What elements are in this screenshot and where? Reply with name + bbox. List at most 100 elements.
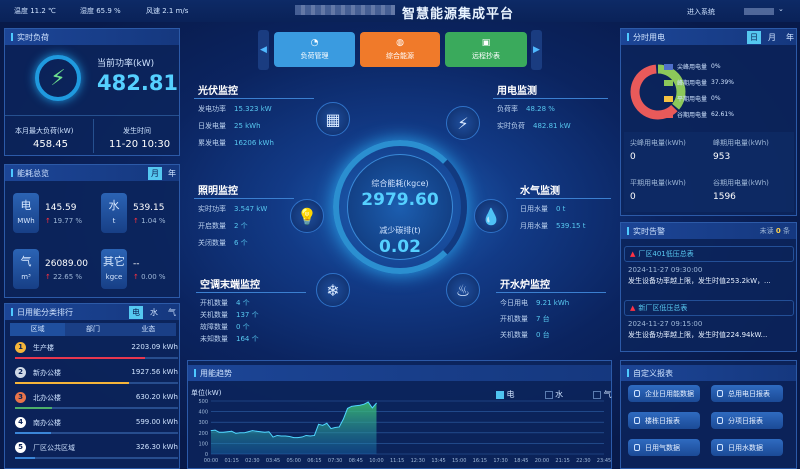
- tab-business[interactable]: 业态: [141, 325, 156, 333]
- ranking-item[interactable]: 3 北办公楼 630.20 kWh: [13, 392, 178, 418]
- y-tick-label: 500: [198, 399, 208, 405]
- ranking-bar: [15, 432, 178, 434]
- nav-prev-button[interactable]: ◀: [258, 30, 269, 70]
- report-button[interactable]: 总用电日报表: [711, 385, 783, 402]
- ranking-item[interactable]: 5 厂区公共区域 326.30 kWh: [13, 442, 178, 468]
- total-energy-label: 综合能耗(kgce): [371, 179, 429, 188]
- x-tick-label: 12:30: [411, 458, 425, 464]
- data-point: [210, 430, 212, 432]
- ranking-bar: [15, 357, 178, 359]
- data-point: [301, 436, 303, 438]
- toggle-gas[interactable]: 气: [168, 308, 176, 317]
- report-button[interactable]: 日用水数据: [711, 439, 783, 456]
- alarm-item[interactable]: ▲ 厂区401低压总表 2024-11-27 09:30:00 发生设备功率越上限，…: [624, 246, 794, 286]
- divider: [516, 198, 611, 199]
- chevron-down-icon[interactable]: ⌄: [778, 5, 784, 13]
- ranking-panel: 日用能分类排行 电 水 气 区域 部门 业态 1 生产楼 2203.09 kWh 2 新…: [4, 303, 180, 469]
- toggle-electricity[interactable]: 电: [129, 306, 143, 319]
- panel-title: 实时负荷: [17, 32, 49, 42]
- ranking-bar: [15, 457, 178, 459]
- ranking-name: 新办公楼: [33, 369, 61, 377]
- x-tick-label: 16:15: [473, 458, 487, 464]
- tab-area[interactable]: 区域: [10, 323, 66, 336]
- tab-department[interactable]: 部门: [85, 325, 100, 333]
- user-menu[interactable]: [744, 8, 774, 15]
- ranking-item[interactable]: 1 生产楼 2203.09 kWh: [13, 342, 178, 368]
- power-row: 负荷率 48.28 %: [497, 105, 555, 113]
- wind-speed: 风速 2.1 m/s: [146, 7, 189, 15]
- legend-electricity[interactable]: 电: [496, 389, 515, 400]
- panel-title: 用能趋势: [200, 368, 232, 378]
- toggle-year[interactable]: 年: [786, 33, 794, 42]
- ranking-value: 1927.56 kWh: [131, 368, 178, 376]
- data-point: [256, 430, 257, 432]
- stat-valley: 谷期用电量(kWh) 1596: [713, 179, 769, 202]
- ranking-item[interactable]: 2 新办公楼 1927.56 kWh: [13, 367, 178, 393]
- power-monitor-title: 用电监测: [497, 86, 537, 97]
- power-label: 当前功率(kW): [97, 59, 155, 69]
- legend-item: 谷期用电量 62.61%: [664, 110, 734, 119]
- toggle-year[interactable]: 年: [168, 169, 176, 178]
- unread-count: 未读 0 条: [759, 227, 790, 235]
- realtime-load-panel: 实时负荷 ⚡ 当前功率(kW) 482.81 本月最大负荷(kW) 458.45…: [4, 28, 180, 156]
- x-tick-label: 10:00: [369, 458, 383, 464]
- toggle-month[interactable]: 月: [768, 33, 776, 42]
- y-tick-label: 200: [198, 431, 208, 437]
- data-point: [322, 424, 324, 426]
- legend-water[interactable]: 水: [544, 389, 563, 400]
- legend-item: 峰期用电量 37.39%: [664, 78, 734, 87]
- divider: [496, 292, 606, 293]
- trend-legend: 电 水 气: [496, 389, 612, 400]
- data-point: [285, 435, 286, 437]
- y-tick-label: 400: [198, 410, 208, 416]
- stat-peak: 峰期用电量(kWh) 953: [713, 139, 769, 162]
- data-point: [334, 427, 336, 428]
- document-icon: [634, 444, 640, 451]
- blurred-logo: [295, 5, 395, 15]
- other-value: --: [133, 259, 140, 269]
- alarm-item[interactable]: ▲ 新厂区低压总表 2024-11-27 09:15:00 发生设备功率越上限，发生…: [624, 300, 794, 340]
- toggle-day[interactable]: 日: [747, 31, 761, 44]
- rank-badge: 1: [15, 342, 26, 353]
- remote-meter-button[interactable]: ▣ 远程抄表: [445, 32, 527, 67]
- boiler-row: 今日用电 9.21 kWh: [500, 299, 570, 307]
- integrated-energy-button[interactable]: ◍ 综合能源: [360, 32, 440, 67]
- pv-row: 日发电量 25 kWh: [198, 122, 261, 130]
- ranking-value: 599.00 kWh: [135, 418, 178, 426]
- ac-row: 开机数量 4 个: [200, 299, 250, 307]
- toggle-month[interactable]: 月: [148, 167, 162, 180]
- x-tick-label: 23:45: [597, 458, 611, 464]
- data-point: [342, 418, 344, 420]
- data-point: [268, 431, 270, 433]
- ac-row: 未知数量 164 个: [200, 335, 259, 343]
- document-icon: [717, 444, 723, 451]
- report-button[interactable]: 楼栋日报表: [628, 412, 700, 429]
- x-tick-label: 11:15: [390, 458, 404, 464]
- x-tick-label: 22:30: [576, 458, 590, 464]
- y-tick-label: 100: [198, 441, 208, 447]
- load-management-button[interactable]: ◔ 负荷管理: [274, 32, 355, 67]
- legend-gas[interactable]: 气: [593, 389, 612, 400]
- data-point: [305, 435, 307, 436]
- enter-system-link[interactable]: 进入系统: [687, 8, 715, 16]
- data-point: [318, 423, 319, 425]
- report-button[interactable]: 日用气数据: [628, 439, 700, 456]
- report-button[interactable]: 企业日用能数据: [628, 385, 700, 402]
- data-point: [239, 432, 241, 434]
- panel-title: 分时用电: [633, 32, 665, 42]
- report-button[interactable]: 分项日报表: [711, 412, 783, 429]
- globe-icon: ◍: [396, 38, 404, 48]
- other-change: ↑ 0.00 %: [133, 273, 166, 281]
- center-ring: [333, 140, 467, 274]
- x-tick-label: 18:45: [514, 458, 528, 464]
- legend-item: 平期用电量 0%: [664, 94, 721, 103]
- alarm-panel: 实时告警 未读 0 条: [620, 222, 797, 352]
- donut-slice: [630, 64, 678, 120]
- ranking-item[interactable]: 4 南办公楼 599.00 kWh: [13, 417, 178, 443]
- data-point: [251, 430, 253, 432]
- light-row: 开启数量 2 个: [198, 222, 248, 230]
- toggle-water[interactable]: 水: [150, 308, 158, 317]
- data-point: [355, 405, 357, 407]
- nav-next-button[interactable]: ▶: [531, 30, 542, 70]
- x-tick-label: 21:15: [555, 458, 569, 464]
